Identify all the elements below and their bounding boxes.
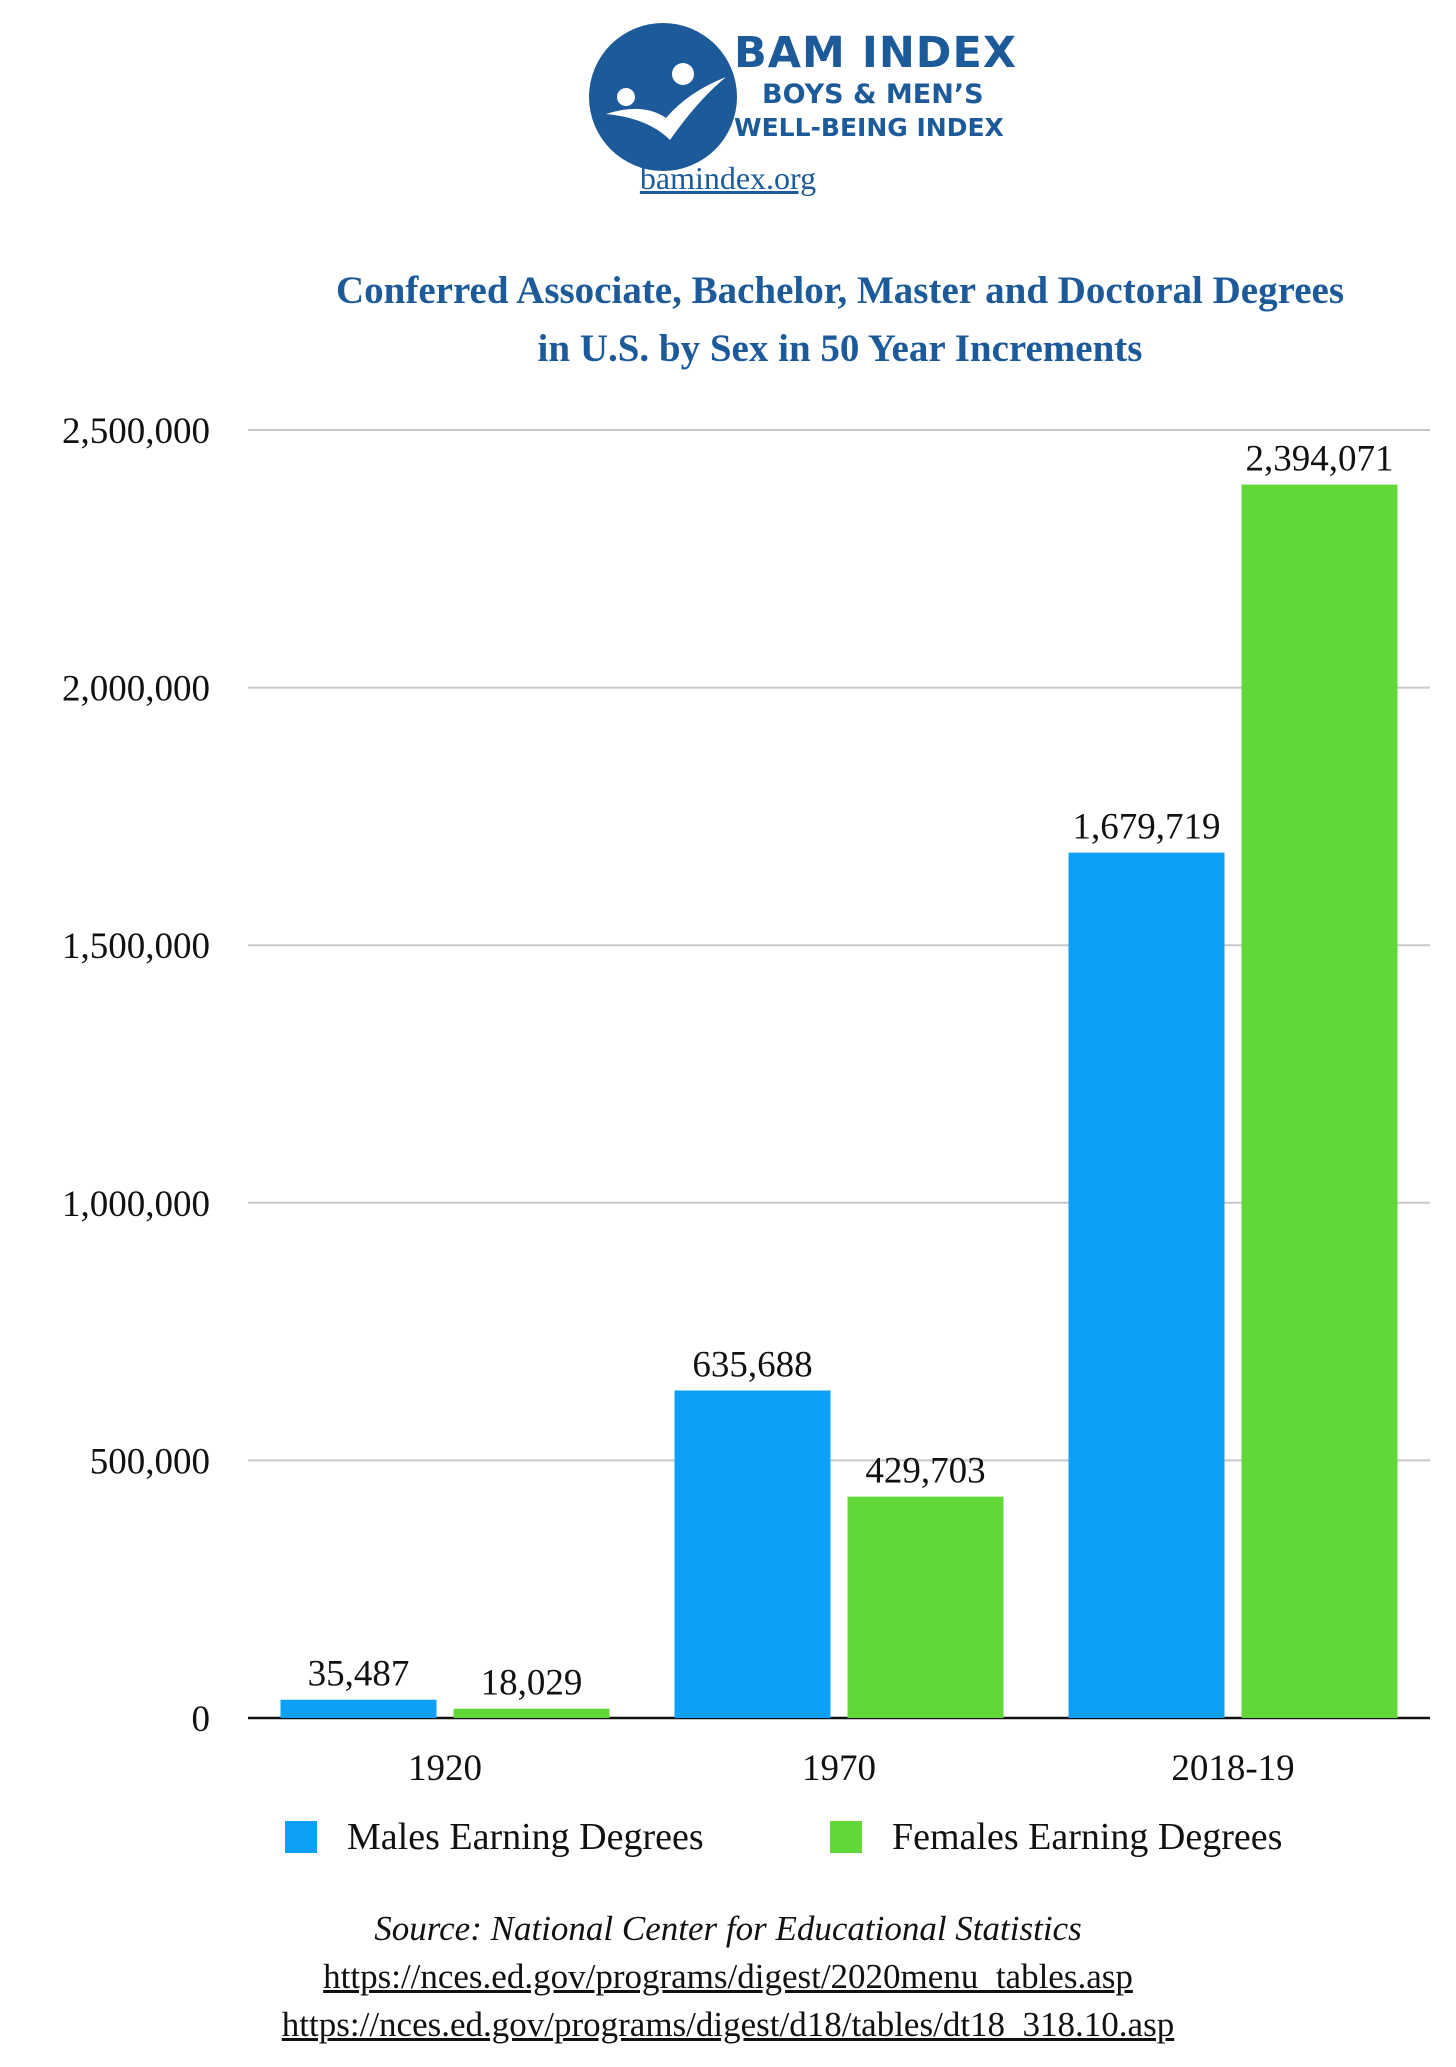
data-label: 429,703 <box>865 1451 985 1492</box>
data-label: 1,679,719 <box>1073 807 1221 848</box>
legend-item-males: Males Earning Degrees <box>285 1815 704 1859</box>
legend: Males Earning Degrees Females Earning De… <box>0 1815 1456 1875</box>
y-tick-label: 500,000 <box>90 1441 210 1482</box>
data-label: 635,688 <box>692 1344 812 1385</box>
y-tick-label: 2,000,000 <box>62 669 210 710</box>
y-tick-label: 1,500,000 <box>62 926 210 967</box>
legend-swatch-males <box>285 1821 317 1853</box>
bar-females <box>847 1496 1004 1718</box>
source-text: Source: National Center for Educational … <box>374 1909 1082 1948</box>
data-label: 35,487 <box>308 1654 410 1695</box>
legend-swatch-females <box>830 1821 862 1853</box>
x-tick-label: 2018-19 <box>1171 1748 1294 1789</box>
brand-line2: WELL-BEING INDEX <box>734 113 1004 142</box>
bar-males <box>1068 852 1225 1718</box>
y-tick-label: 2,500,000 <box>62 411 210 452</box>
source-link-2[interactable]: https://nces.ed.gov/programs/digest/d18/… <box>281 2005 1175 2044</box>
x-tick-label: 1970 <box>802 1748 876 1789</box>
source-block: Source: National Center for Educational … <box>0 1905 1456 2049</box>
site-link[interactable]: bamindex.org <box>639 160 817 196</box>
x-tick-label: 1920 <box>408 1748 482 1789</box>
bar-females <box>1241 484 1398 1719</box>
brand-name: BAM INDEX <box>734 28 1018 78</box>
header: BAM INDEX BOYS & MEN’S WELL-BEING INDEX … <box>0 0 1456 220</box>
brand-line1: BOYS & MEN’S <box>762 79 984 110</box>
y-tick-label: 0 <box>192 1699 211 1740</box>
legend-label-males: Males Earning Degrees <box>347 1816 704 1858</box>
chart-title: Conferred Associate, Bachelor, Master an… <box>200 262 1456 378</box>
legend-item-females: Females Earning Degrees <box>830 1815 1282 1859</box>
data-label: 18,029 <box>481 1663 583 1704</box>
legend-label-females: Females Earning Degrees <box>892 1816 1283 1858</box>
bar-males <box>674 1390 831 1718</box>
y-tick-label: 1,000,000 <box>62 1184 210 1225</box>
chart-title-line2: in U.S. by Sex in 50 Year Increments <box>537 327 1143 370</box>
brand-block: BAM INDEX BOYS & MEN’S WELL-BEING INDEX <box>734 28 1017 144</box>
figures-in-circle-icon <box>589 23 737 171</box>
chart-title-line1: Conferred Associate, Bachelor, Master an… <box>335 269 1345 312</box>
source-link-1[interactable]: https://nces.ed.gov/programs/digest/2020… <box>323 1957 1133 1996</box>
bar-females <box>453 1708 610 1718</box>
data-label: 2,394,071 <box>1246 439 1394 480</box>
bar-males <box>280 1699 437 1718</box>
